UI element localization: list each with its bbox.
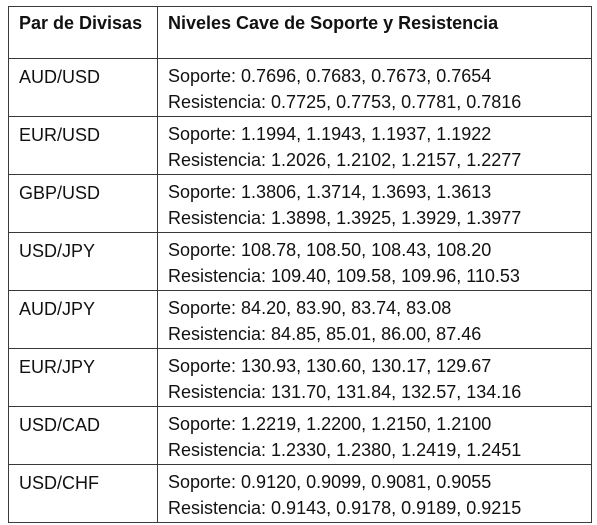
support-line: Soporte: 1.1994, 1.1943, 1.1937, 1.1922 xyxy=(168,124,492,144)
pair-cell: USD/CHF xyxy=(8,464,158,523)
levels-cell: Soporte: 0.9120, 0.9099, 0.9081, 0.9055 … xyxy=(157,464,592,523)
support-line: Soporte: 1.3806, 1.3714, 1.3693, 1.3613 xyxy=(168,182,492,202)
header-pair-label: Par de Divisas xyxy=(19,13,143,33)
header-pair: Par de Divisas xyxy=(8,6,158,59)
resistance-line: Resistencia: 84.85, 85.01, 86.00, 87.46 xyxy=(168,324,482,344)
pair-cell: USD/JPY xyxy=(8,232,158,291)
pair-cell: GBP/USD xyxy=(8,174,158,233)
resistance-line: Resistencia: 1.3898, 1.3925, 1.3929, 1.3… xyxy=(168,208,522,228)
resistance-line: Resistencia: 1.2026, 1.2102, 1.2157, 1.2… xyxy=(168,150,522,170)
table-row: USD/JPY Soporte: 108.78, 108.50, 108.43,… xyxy=(8,232,592,291)
support-line: Soporte: 84.20, 83.90, 83.74, 83.08 xyxy=(168,298,452,318)
table-row: AUD/USD Soporte: 0.7696, 0.7683, 0.7673,… xyxy=(8,58,592,117)
levels-cell: Soporte: 1.2219, 1.2200, 1.2150, 1.2100 … xyxy=(157,406,592,465)
table-row: GBP/USD Soporte: 1.3806, 1.3714, 1.3693,… xyxy=(8,174,592,233)
table-row: EUR/JPY Soporte: 130.93, 130.60, 130.17,… xyxy=(8,348,592,407)
levels-cell: Soporte: 84.20, 83.90, 83.74, 83.08 Resi… xyxy=(157,290,592,349)
table-row: USD/CAD Soporte: 1.2219, 1.2200, 1.2150,… xyxy=(8,406,592,465)
support-line: Soporte: 130.93, 130.60, 130.17, 129.67 xyxy=(168,356,492,376)
pair-cell: EUR/USD xyxy=(8,116,158,175)
resistance-line: Resistencia: 131.70, 131.84, 132.57, 134… xyxy=(168,382,522,402)
resistance-line: Resistencia: 0.7725, 0.7753, 0.7781, 0.7… xyxy=(168,92,522,112)
levels-table: Par de Divisas Niveles Cave de Soporte y… xyxy=(8,6,592,523)
levels-cell: Soporte: 130.93, 130.60, 130.17, 129.67 … xyxy=(157,348,592,407)
support-line: Soporte: 0.9120, 0.9099, 0.9081, 0.9055 xyxy=(168,472,492,492)
support-line: Soporte: 0.7696, 0.7683, 0.7673, 0.7654 xyxy=(168,66,492,86)
resistance-line: Resistencia: 109.40, 109.58, 109.96, 110… xyxy=(168,266,520,286)
resistance-line: Resistencia: 1.2330, 1.2380, 1.2419, 1.2… xyxy=(168,440,522,460)
table-row: EUR/USD Soporte: 1.1994, 1.1943, 1.1937,… xyxy=(8,116,592,175)
table-row: AUD/JPY Soporte: 84.20, 83.90, 83.74, 83… xyxy=(8,290,592,349)
resistance-line: Resistencia: 0.9143, 0.9178, 0.9189, 0.9… xyxy=(168,498,522,518)
pair-cell: USD/CAD xyxy=(8,406,158,465)
table-row: USD/CHF Soporte: 0.9120, 0.9099, 0.9081,… xyxy=(8,464,592,523)
pair-cell: EUR/JPY xyxy=(8,348,158,407)
levels-cell: Soporte: 1.1994, 1.1943, 1.1937, 1.1922 … xyxy=(157,116,592,175)
pair-cell: AUD/JPY xyxy=(8,290,158,349)
header-levels-label: Niveles Cave de Soporte y Resistencia xyxy=(168,13,499,33)
support-line: Soporte: 1.2219, 1.2200, 1.2150, 1.2100 xyxy=(168,414,492,434)
header-row: Par de Divisas Niveles Cave de Soporte y… xyxy=(8,6,592,59)
support-line: Soporte: 108.78, 108.50, 108.43, 108.20 xyxy=(168,240,492,260)
levels-cell: Soporte: 108.78, 108.50, 108.43, 108.20 … xyxy=(157,232,592,291)
levels-cell: Soporte: 0.7696, 0.7683, 0.7673, 0.7654 … xyxy=(157,58,592,117)
levels-cell: Soporte: 1.3806, 1.3714, 1.3693, 1.3613 … xyxy=(157,174,592,233)
pair-cell: AUD/USD xyxy=(8,58,158,117)
header-levels: Niveles Cave de Soporte y Resistencia xyxy=(157,6,592,59)
